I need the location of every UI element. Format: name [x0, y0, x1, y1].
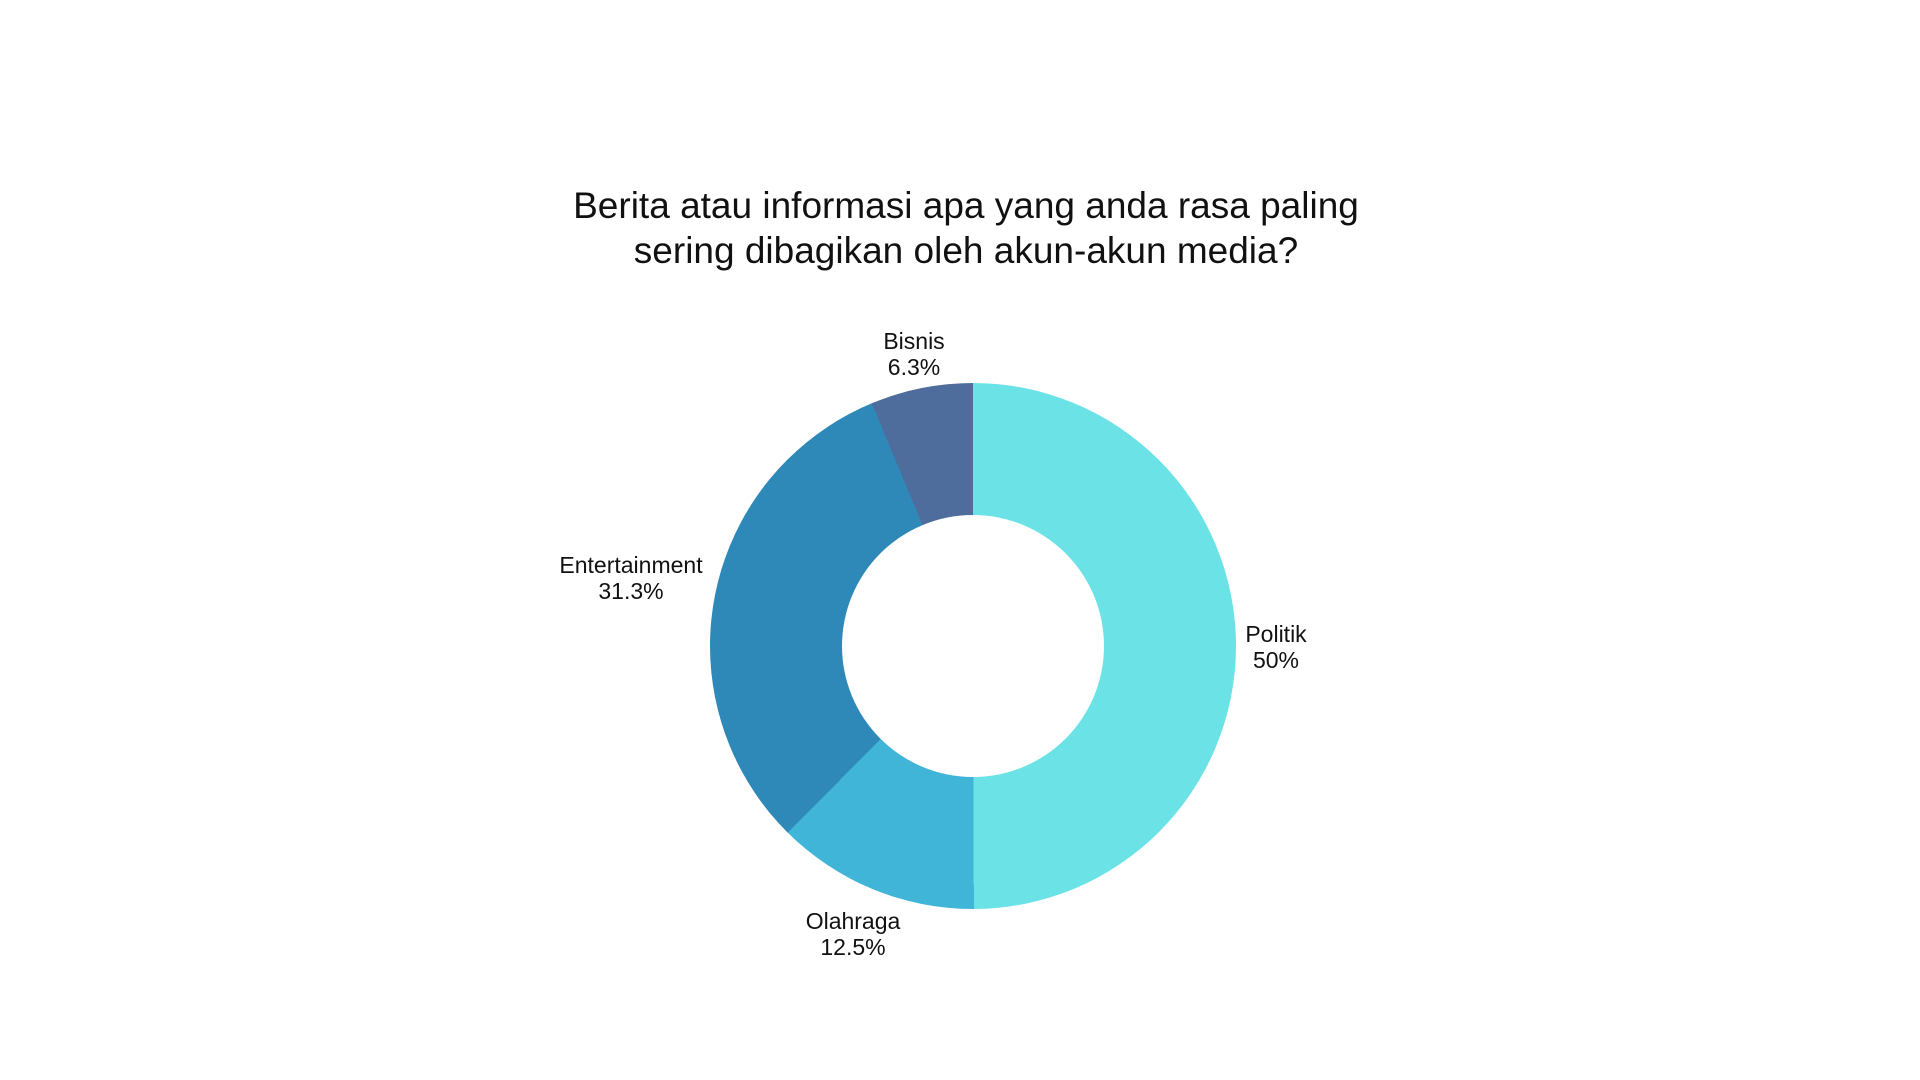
chart-title: Berita atau informasi apa yang anda rasa… [573, 183, 1359, 273]
slice-label-percent: 6.3% [887, 354, 941, 380]
slice-label-name: Politik [1245, 621, 1307, 647]
slice-label-entertainment: Entertainment 31.3% [559, 552, 702, 604]
chart-title-line-1: Berita atau informasi apa yang anda rasa… [573, 185, 1359, 226]
slice-label-name: Olahraga [805, 908, 901, 934]
slice-label-politik: Politik 50% [1245, 621, 1306, 673]
donut-chart [710, 383, 1236, 909]
donut-hole [842, 515, 1104, 777]
slice-label-name: Bisnis [883, 328, 945, 354]
chart-title-line-2: sering dibagikan oleh akun-akun media? [633, 230, 1299, 271]
slice-label-percent: 12.5% [820, 934, 886, 960]
slice-label-percent: 50% [1252, 647, 1300, 673]
slice-label-olahraga: Olahraga 12.5% [806, 908, 901, 960]
slice-label-bisnis: Bisnis 6.3% [883, 328, 944, 380]
slice-label-percent: 31.3% [598, 578, 664, 604]
slice-label-name: Entertainment [559, 552, 703, 578]
